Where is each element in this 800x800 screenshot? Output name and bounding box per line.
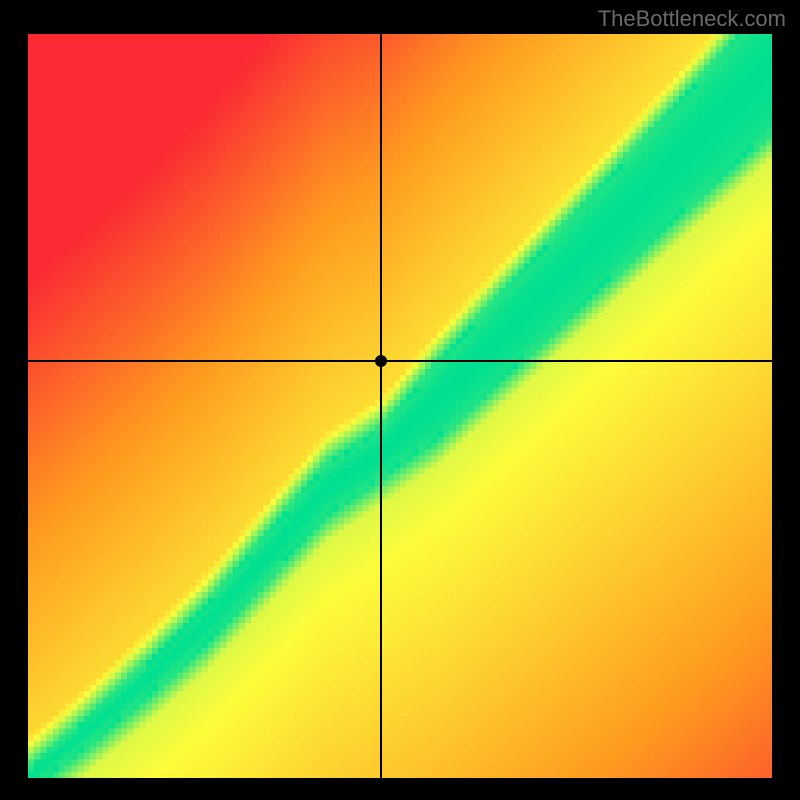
data-point-marker	[375, 355, 387, 367]
watermark-text: TheBottleneck.com	[598, 6, 786, 32]
crosshair-vertical	[380, 34, 382, 778]
plot-area	[28, 34, 772, 778]
chart-container: TheBottleneck.com	[0, 0, 800, 800]
crosshair-horizontal	[28, 360, 772, 362]
heatmap-canvas	[28, 34, 772, 778]
